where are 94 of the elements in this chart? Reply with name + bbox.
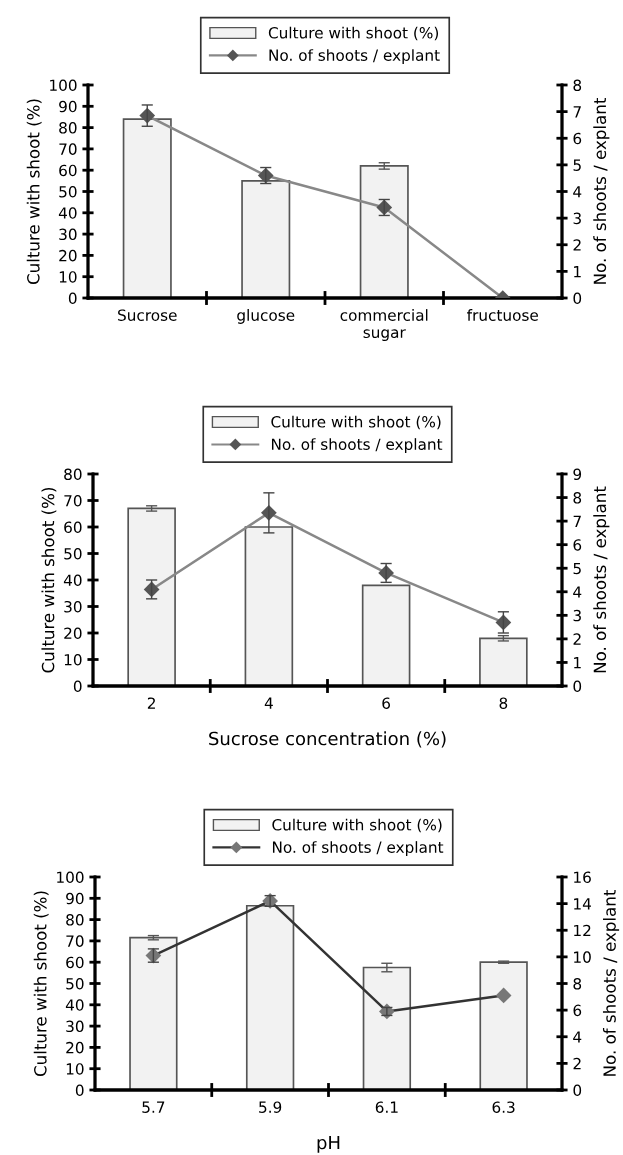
y-tick-label: 30 bbox=[66, 1020, 84, 1033]
y-axis-title: Culture with shoot (%) bbox=[41, 487, 57, 673]
legend-label: No. of shoots / explant bbox=[269, 49, 440, 64]
y2-tick-label: 4 bbox=[573, 586, 582, 598]
y2-tick-label: 3 bbox=[573, 212, 581, 225]
y2-tick-label: 9 bbox=[573, 468, 582, 481]
x-tick-label: fructuose bbox=[467, 309, 538, 321]
bar bbox=[245, 904, 295, 1090]
y-tick-label: 100 bbox=[50, 79, 77, 92]
legend-label: Culture with shoot (%) bbox=[271, 415, 441, 430]
y2-tick-label: 10 bbox=[574, 951, 591, 963]
y-tick-label: 50 bbox=[66, 977, 84, 990]
x-tick-label: commercial sugar bbox=[340, 309, 428, 341]
y2-tick-label: 8 bbox=[573, 492, 582, 504]
y2-tick-label: 6 bbox=[573, 132, 582, 145]
y-tick-label: 10 bbox=[64, 653, 82, 666]
x-tick-label: Sucrose bbox=[118, 309, 177, 321]
y2-tick-label: 1 bbox=[574, 657, 581, 669]
y-tick-label: 20 bbox=[66, 1041, 84, 1054]
legend-label: Culture with shoot (%) bbox=[272, 818, 442, 833]
x-tick-label: 5.7 bbox=[142, 1101, 165, 1113]
y-tick-label: 90 bbox=[59, 100, 77, 113]
y-tick-label: 80 bbox=[64, 468, 82, 481]
y2-tick-label: 12 bbox=[574, 924, 591, 937]
y2-tick-label: 5 bbox=[573, 562, 581, 575]
y-tick-label: 100 bbox=[57, 871, 84, 884]
y-axis-title: Culture with shoot (%) bbox=[33, 891, 49, 1077]
y2-tick-label: 0 bbox=[573, 1084, 582, 1097]
bar bbox=[479, 961, 528, 1090]
y2-tick-label: 0 bbox=[573, 680, 582, 693]
bar bbox=[244, 526, 294, 686]
legend-label: No. of shoots / explant bbox=[272, 841, 444, 856]
y2-tick-label: 4 bbox=[573, 186, 582, 198]
y2-tick-label: 16 bbox=[574, 871, 591, 884]
y-tick-label: 0 bbox=[75, 1084, 84, 1097]
x-tick-label: 8 bbox=[499, 697, 508, 709]
bar bbox=[129, 936, 178, 1090]
y-tick-label: 40 bbox=[58, 207, 77, 219]
y-tick-label: 20 bbox=[64, 627, 82, 640]
y-tick-label: 0 bbox=[68, 292, 77, 305]
y2-tick-label: 8 bbox=[573, 79, 582, 92]
y-tick-label: 40 bbox=[65, 999, 84, 1011]
y-tick-label: 10 bbox=[66, 1063, 84, 1075]
y-tick-label: 60 bbox=[64, 521, 82, 534]
y2-tick-label: 1 bbox=[574, 266, 581, 278]
y-tick-label: 0 bbox=[73, 680, 82, 693]
y2-tick-label: 4 bbox=[573, 1031, 582, 1043]
y-tick-label: 80 bbox=[66, 914, 84, 926]
y2-tick-label: 2 bbox=[573, 239, 581, 251]
y2-tick-label: 6 bbox=[573, 539, 582, 551]
y2-tick-label: 3 bbox=[573, 609, 581, 622]
y2-tick-label: 6 bbox=[573, 1004, 582, 1017]
y-tick-label: 50 bbox=[59, 185, 77, 198]
y-tick-label: 70 bbox=[66, 935, 84, 947]
x-tick-label: 6.3 bbox=[492, 1101, 515, 1113]
x-tick-label: 4 bbox=[264, 697, 273, 709]
y2-tick-label: 7 bbox=[573, 106, 581, 118]
y2-axis-title: No. of shoots / explant bbox=[593, 98, 610, 284]
y-tick-label: 20 bbox=[59, 249, 77, 262]
bar bbox=[362, 966, 412, 1090]
y-tick-label: 80 bbox=[59, 122, 77, 134]
bar bbox=[361, 584, 411, 686]
y-tick-label: 40 bbox=[63, 574, 82, 587]
x-tick-label: 6.1 bbox=[375, 1101, 398, 1113]
y2-tick-label: 2 bbox=[573, 633, 581, 645]
y-tick-label: 30 bbox=[59, 228, 77, 241]
x-tick-label: glucose bbox=[237, 309, 295, 324]
bar bbox=[359, 165, 409, 298]
y2-axis-title: No. of shoots / explant bbox=[593, 486, 610, 673]
y-tick-label: 60 bbox=[59, 164, 77, 177]
x-axis-title: pH bbox=[317, 1135, 340, 1153]
y-tick-label: 90 bbox=[66, 892, 84, 905]
y-tick-label: 70 bbox=[64, 494, 82, 507]
y2-tick-label: 8 bbox=[573, 977, 582, 990]
y2-tick-label: 14 bbox=[574, 898, 591, 910]
x-tick-label: 5.9 bbox=[259, 1101, 282, 1113]
y-tick-label: 50 bbox=[64, 547, 82, 560]
y-tick-label: 30 bbox=[64, 600, 82, 613]
legend-label: Culture with shoot (%) bbox=[268, 26, 439, 41]
y2-tick-label: 5 bbox=[573, 159, 581, 171]
y2-tick-label: 2 bbox=[573, 1057, 581, 1070]
y-axis-title: Culture with shoot (%) bbox=[26, 99, 42, 285]
y2-tick-label: 0 bbox=[573, 292, 582, 305]
y-tick-label: 70 bbox=[59, 143, 77, 155]
x-tick-label: 2 bbox=[147, 697, 155, 709]
x-axis-title: Sucrose concentration (%) bbox=[209, 731, 446, 748]
y-tick-label: 60 bbox=[66, 956, 84, 969]
y-tick-label: 10 bbox=[59, 271, 77, 283]
x-tick-label: 6 bbox=[382, 697, 391, 709]
bar bbox=[479, 637, 528, 686]
y2-tick-label: 7 bbox=[573, 515, 581, 527]
y2-axis-title: No. of shoots / explant bbox=[602, 890, 620, 1076]
bar bbox=[127, 507, 176, 686]
legend-label: No. of shoots / explant bbox=[271, 438, 443, 453]
